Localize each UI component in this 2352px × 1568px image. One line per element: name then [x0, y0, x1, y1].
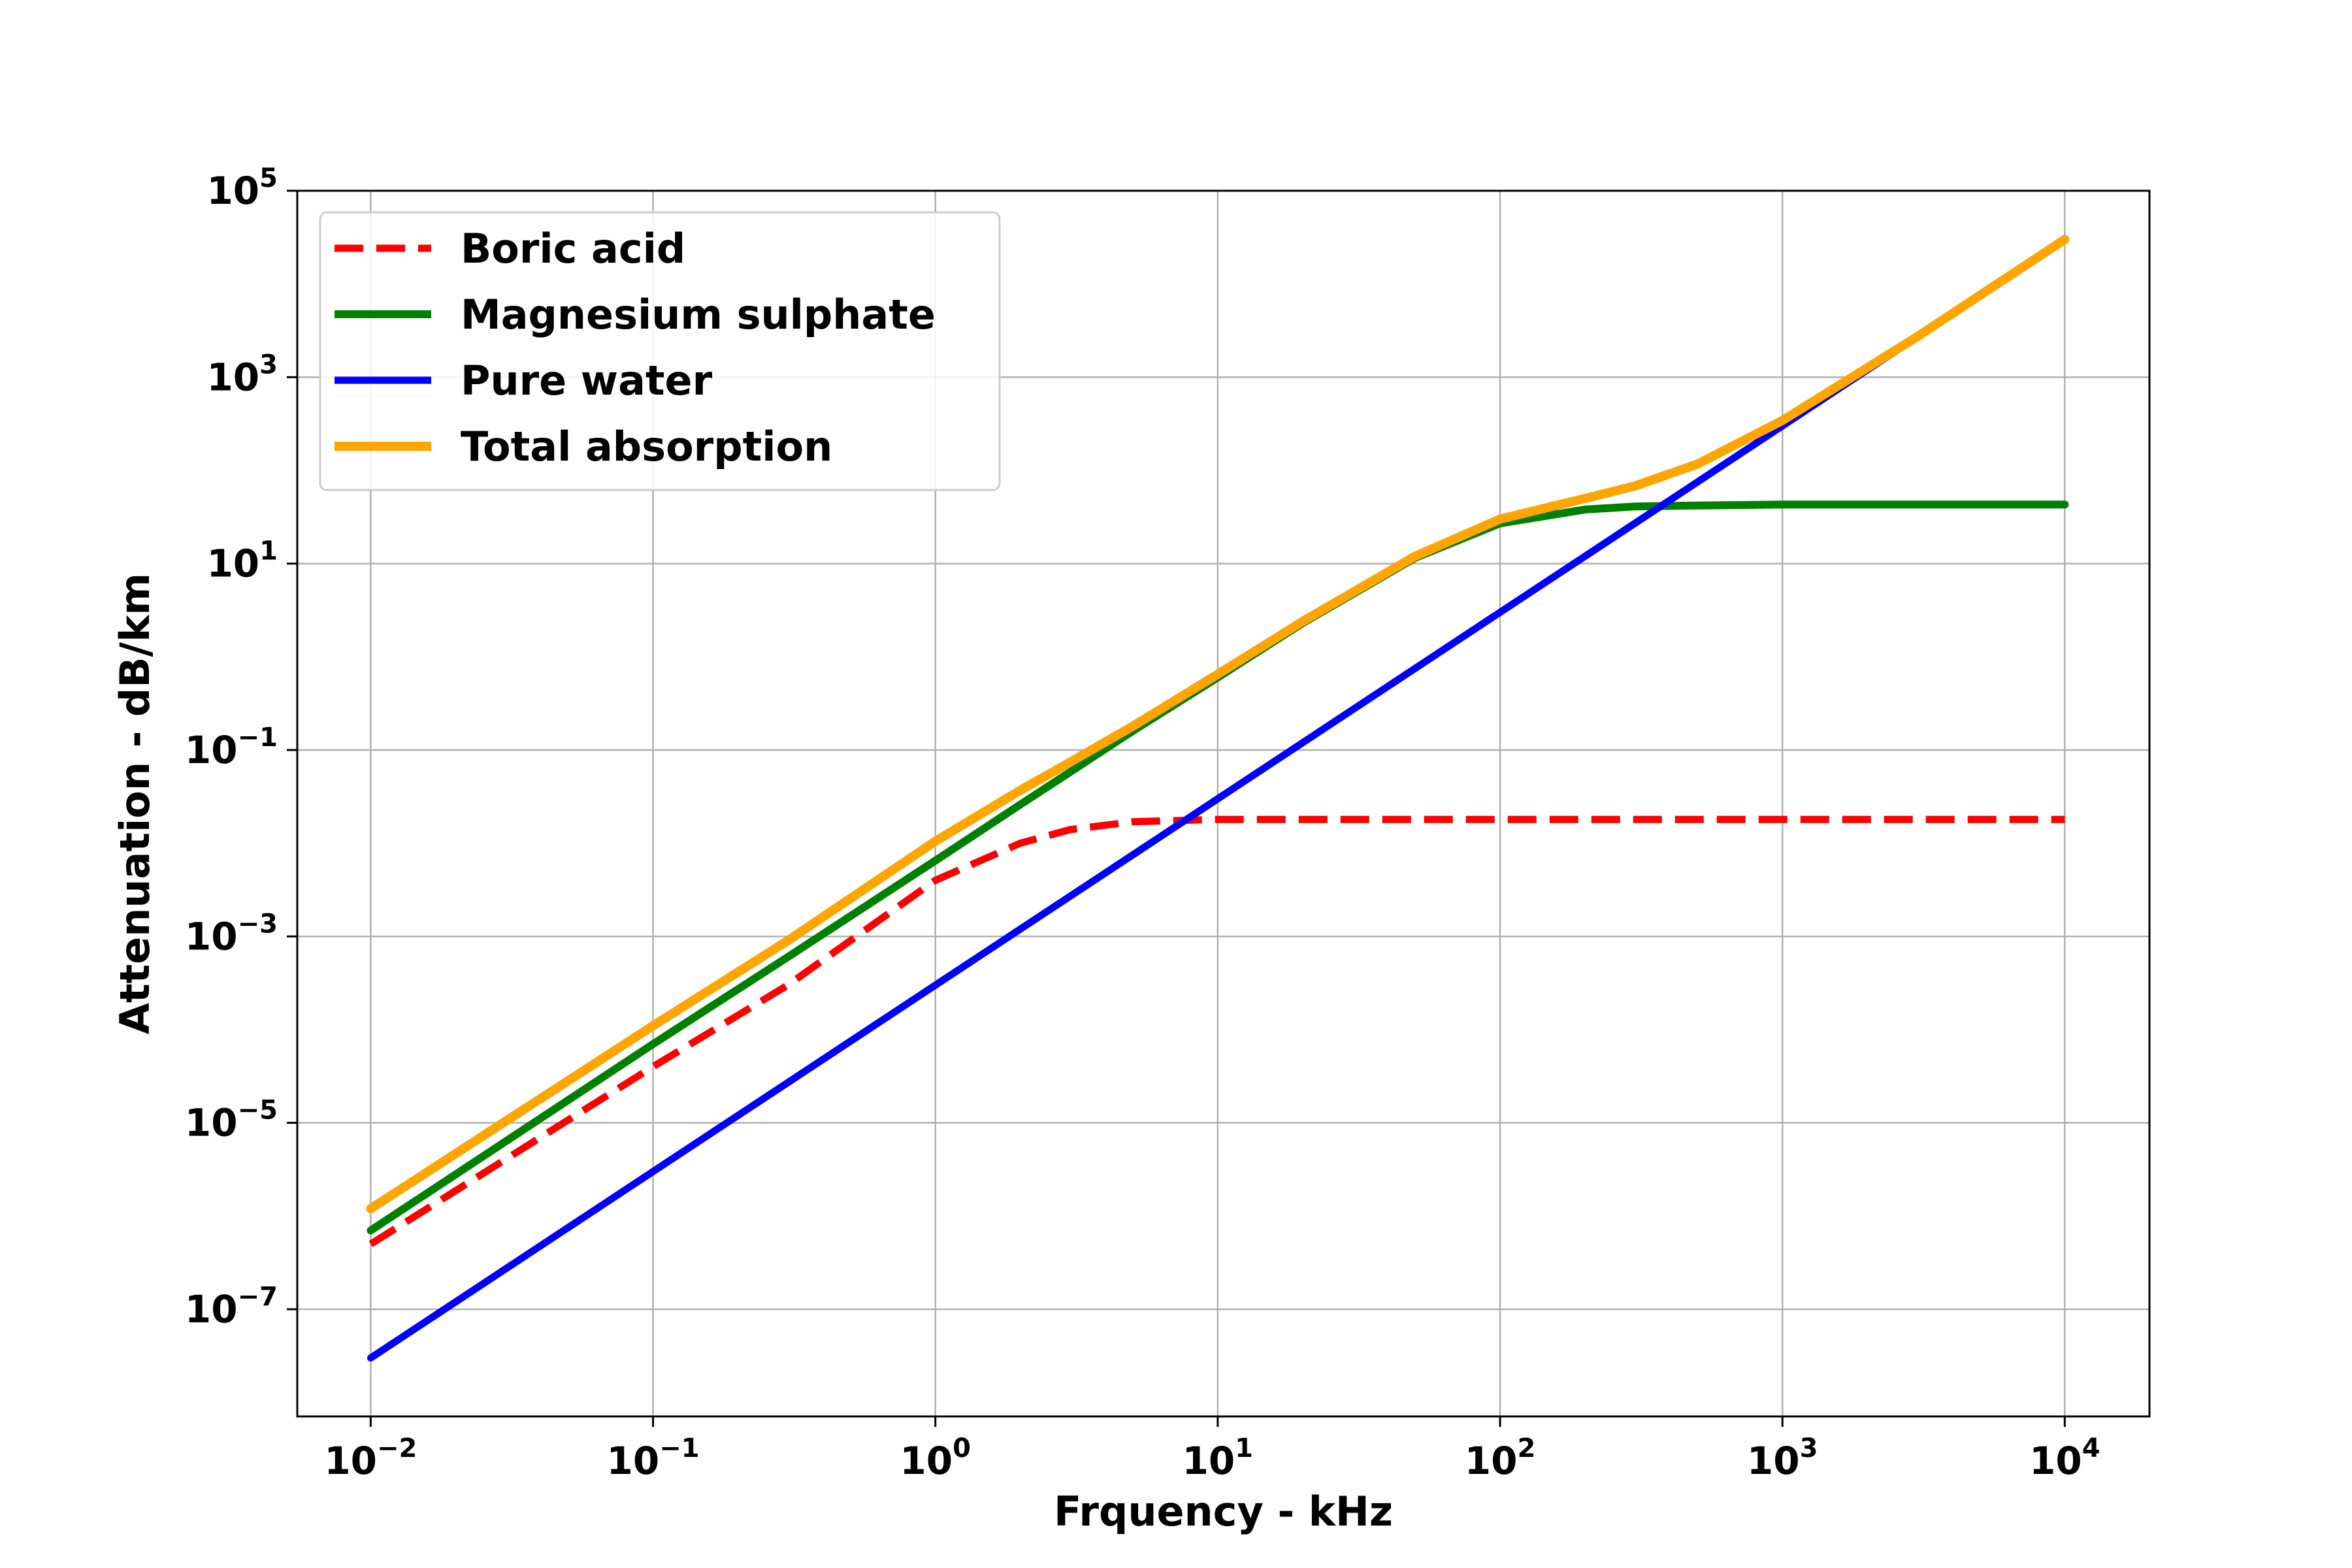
x-tick-label: 101 [1183, 1433, 1254, 1483]
y-tick-label: 10−5 [185, 1096, 278, 1145]
series-lines [366, 235, 2070, 1362]
legend-label: Boric acid [461, 225, 685, 272]
series-line-total-absorption [366, 235, 2070, 1213]
y-tick-label: 101 [206, 536, 278, 586]
x-tick-label: 102 [1465, 1433, 1536, 1483]
x-axis-ticks: 10−2 10−1 100 101 102 103 104 [324, 1416, 2100, 1483]
y-tick-label: 10−7 [185, 1282, 278, 1331]
plot-frame [296, 189, 2151, 1418]
x-tick-label: 10−2 [324, 1433, 417, 1483]
y-tick-label: 10−3 [185, 909, 278, 958]
x-tick-label: 100 [900, 1433, 971, 1483]
legend-label: Magnesium sulphate [461, 291, 936, 338]
legend: Boric acid Magnesium sulphate Pure water To… [319, 211, 1001, 491]
y-tick-label: 105 [206, 163, 278, 213]
legend-label: Total absorption [461, 423, 832, 470]
y-tick-label: 10−1 [185, 723, 278, 772]
x-tick-label: 103 [1747, 1433, 1818, 1483]
series-line-boric-acid [368, 815, 2065, 1247]
legend-label: Pure water [461, 357, 713, 404]
y-axis-ticks: 10−7 10−5 10−3 10−1 101 103 105 [185, 163, 297, 1331]
x-tick-label: 10−1 [606, 1433, 699, 1483]
series-line-pure-water [367, 236, 2068, 1362]
y-tick-label: 103 [206, 350, 278, 399]
y-axis-title: Attenuation - dB/km [111, 573, 159, 1034]
legend-box [319, 211, 1001, 491]
x-axis-title: Frquency - kHz [1054, 1488, 1393, 1535]
x-tick-label: 104 [2029, 1433, 2100, 1483]
